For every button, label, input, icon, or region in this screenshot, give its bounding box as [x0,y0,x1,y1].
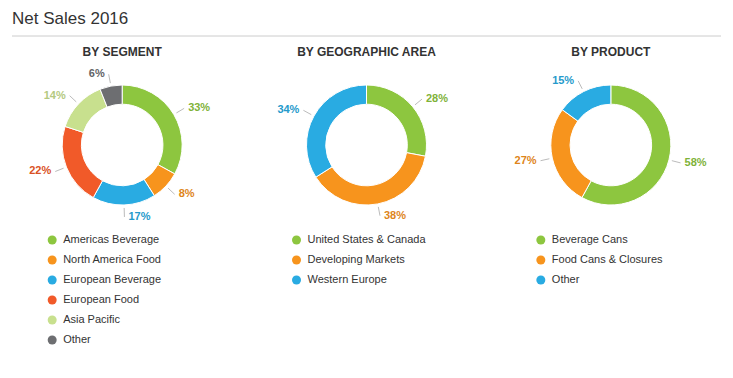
legend-label: United States & Canada [308,233,427,245]
slice [551,110,591,198]
legend-label: Food Cans & Closures [552,253,663,265]
slice [316,153,426,205]
legend-item: Developing Markets [292,253,405,265]
slice [62,126,102,197]
data-label: 28% [426,92,448,104]
legend-item: Asia Pacific [48,313,121,325]
donut-chart: BY SEGMENT 33% 8% 17% 22% 14% 6% Americas Bever… [29,45,210,345]
legend: United States & Canada Developing Markets… [292,233,426,285]
slice [93,179,154,205]
legend-label: Beverage Cans [552,233,628,245]
donut: 28% 38% 34% [277,85,448,221]
leader-line [168,188,175,194]
donut-chart: BY GEOGRAPHIC AREA 28% 38% 34% United States… [277,45,448,285]
legend: Americas Beverage North America Food Europ… [48,233,161,345]
legend-label: Other [552,273,580,285]
title: Net Sales 2016 [12,9,128,28]
legend-swatch [292,276,301,285]
legend-swatch [48,256,57,265]
legend-label: Asia Pacific [63,313,120,325]
legend-item: Western Europe [292,273,387,285]
leader-line [176,108,184,113]
data-label: 33% [188,101,210,113]
legend-label: European Beverage [63,273,161,285]
legend-swatch [48,296,57,305]
data-label: 22% [29,164,51,176]
legend-item: Beverage Cans [536,233,628,245]
donut-chart: BY PRODUCT 58% 27% 15% Beverage Cans Food Can… [515,45,707,285]
legend-item: European Food [48,293,139,305]
data-label: 27% [515,154,537,166]
data-label: 14% [44,89,66,101]
leader-line [303,110,311,114]
legend-item: North America Food [48,253,161,265]
chart: Net Sales 2016 BY SEGMENT 33% 8% 17% 22% 14% 6%… [0,0,733,378]
legend-item: Americas Beverage [48,233,160,245]
slice [100,85,122,107]
donut: 58% 27% 15% [515,74,707,205]
legend-swatch [536,236,545,245]
data-label: 15% [552,74,574,86]
leader-line [378,207,380,216]
legend-swatch [292,256,301,265]
legend-label: Americas Beverage [63,233,159,245]
leader-line [55,168,63,171]
legend-swatch [48,336,57,345]
legend-label: North America Food [63,253,161,265]
legend-item: Other [536,273,579,285]
slice [367,85,427,156]
legend-item: United States & Canada [292,233,426,245]
legend-swatch [292,236,301,245]
data-label: 8% [179,187,195,199]
leader-line [70,96,77,102]
leader-line [415,99,422,105]
divider [12,36,721,37]
data-label: 34% [277,103,299,115]
leader-line [578,81,582,89]
data-label: 6% [89,67,105,79]
chart-title: BY PRODUCT [571,45,651,59]
leader-line [124,208,125,217]
slice [122,85,182,174]
legend-label: Other [63,333,91,345]
legend-item: European Beverage [48,273,161,285]
legend-label: European Food [63,293,139,305]
legend-label: Western Europe [308,273,387,285]
legend-label: Developing Markets [308,253,406,265]
leader-line [672,161,681,163]
data-label: 58% [685,156,707,168]
legend-swatch [48,316,57,325]
data-label: 38% [384,209,406,221]
legend-swatch [48,276,57,285]
legend: Beverage Cans Food Cans & Closures Other [536,233,663,285]
chart-title: BY SEGMENT [83,45,163,59]
legend-swatch [48,236,57,245]
slice [306,85,366,177]
leader-line [541,159,550,161]
leader-line [109,74,111,83]
legend-swatch [536,276,545,285]
chart-title: BY GEOGRAPHIC AREA [297,45,436,59]
data-label: 17% [128,210,150,222]
legend-swatch [536,256,545,265]
legend-item: Other [48,333,91,345]
slice [65,89,107,132]
donut: 33% 8% 17% 22% 14% 6% [29,67,210,222]
slice [562,85,611,121]
legend-item: Food Cans & Closures [536,253,663,265]
